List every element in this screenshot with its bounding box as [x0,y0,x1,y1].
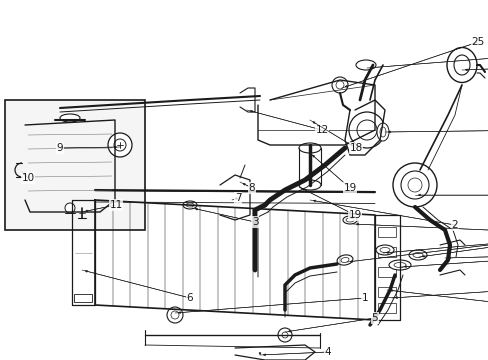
Text: 18: 18 [348,143,362,153]
Bar [74,203,92,211]
Bar [377,303,395,313]
Circle shape [348,112,384,148]
Ellipse shape [379,248,389,252]
Ellipse shape [355,60,375,70]
Ellipse shape [183,201,197,209]
Text: 2: 2 [451,220,457,230]
Text: 3: 3 [251,217,258,227]
Ellipse shape [393,262,405,267]
Text: 10: 10 [21,173,35,183]
Text: 12: 12 [315,125,328,135]
Ellipse shape [342,216,356,224]
Text: 4: 4 [324,347,331,357]
Ellipse shape [412,252,422,257]
Ellipse shape [376,123,388,141]
Ellipse shape [340,257,348,262]
Text: 8: 8 [248,183,255,193]
Ellipse shape [336,255,352,265]
Circle shape [400,171,428,199]
Text: 11: 11 [109,200,122,210]
Text: 7: 7 [234,193,241,203]
Bar [5,100,145,230]
Circle shape [167,307,183,323]
Ellipse shape [346,218,353,222]
Circle shape [114,139,126,151]
Circle shape [108,133,132,157]
Ellipse shape [388,260,410,270]
Circle shape [282,332,287,338]
Circle shape [171,311,179,319]
Ellipse shape [446,48,476,82]
Bar [74,294,92,302]
Circle shape [335,81,343,89]
Bar [377,287,395,297]
Ellipse shape [408,250,426,260]
Ellipse shape [298,143,320,153]
Circle shape [407,178,421,192]
Text: 5: 5 [371,313,378,323]
Text: 25: 25 [470,37,484,47]
Circle shape [392,163,436,207]
Text: 6: 6 [186,293,193,303]
Text: 19: 19 [343,183,356,193]
Circle shape [356,120,376,140]
Ellipse shape [298,180,320,190]
Text: 1: 1 [361,293,367,303]
Ellipse shape [375,245,393,255]
Circle shape [331,77,347,93]
Text: 19: 19 [347,210,361,220]
Ellipse shape [60,114,80,122]
Bar [377,227,395,237]
Ellipse shape [185,203,194,207]
Circle shape [278,328,291,342]
Circle shape [65,203,75,213]
Ellipse shape [453,55,469,75]
Ellipse shape [379,127,385,137]
Text: 9: 9 [57,143,63,153]
Bar [377,267,395,277]
Bar [377,247,395,257]
